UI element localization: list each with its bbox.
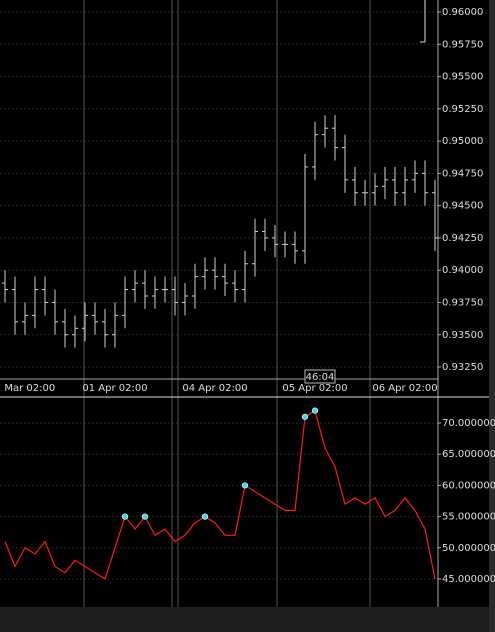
x-tick-label: 05 Apr 02:00: [282, 383, 347, 394]
y-tick-label: 45.000000: [442, 574, 495, 585]
countdown: 46:04: [306, 372, 335, 383]
peak-marker: [301, 413, 309, 420]
countdown-box: [304, 369, 336, 384]
x-tick-label: 01 Apr 02:00: [82, 383, 147, 394]
y-tick-label: 55.000000: [442, 512, 495, 523]
y-tick-label: 0.95500: [442, 72, 483, 83]
peak-marker: [141, 513, 149, 520]
y-tick-label: 0.95000: [442, 136, 483, 147]
peak-marker: [311, 407, 319, 414]
x-tick-label: 06 Apr 02:00: [372, 383, 437, 394]
y-tick-label: 0.93500: [442, 330, 483, 341]
y-tick-label: 0.94750: [442, 168, 483, 179]
y-tick-label: 70.000000: [442, 418, 495, 429]
y-tick-label: 0.96000: [442, 7, 483, 18]
indicator-line: [4, 409, 436, 580]
y-tick-label: 0.94250: [442, 233, 483, 244]
y-tick-label: 0.95250: [442, 104, 483, 115]
y-tick-label: 0.95750: [442, 39, 483, 50]
y-tick-label: 0.94500: [442, 201, 483, 212]
y-tick-label: 50.000000: [442, 543, 495, 554]
peak-marker: [121, 513, 129, 520]
y-tick-label: 60.000000: [442, 480, 495, 491]
x-tick-label: 04 Apr 02:00: [182, 383, 247, 394]
y-tick-label: 0.94000: [442, 265, 483, 276]
y-tick-label: 0.93750: [442, 297, 483, 308]
scrollbar: [489, 0, 495, 632]
y-tick-label: 65.000000: [442, 449, 495, 460]
peak-marker: [241, 482, 249, 489]
footer-bar: [0, 607, 495, 632]
peak-marker: [201, 513, 209, 520]
y-tick-label: 0.93250: [442, 362, 483, 373]
session-lines: [83, 0, 371, 607]
x-tick-label: 1 Mar 02:00: [0, 383, 55, 394]
